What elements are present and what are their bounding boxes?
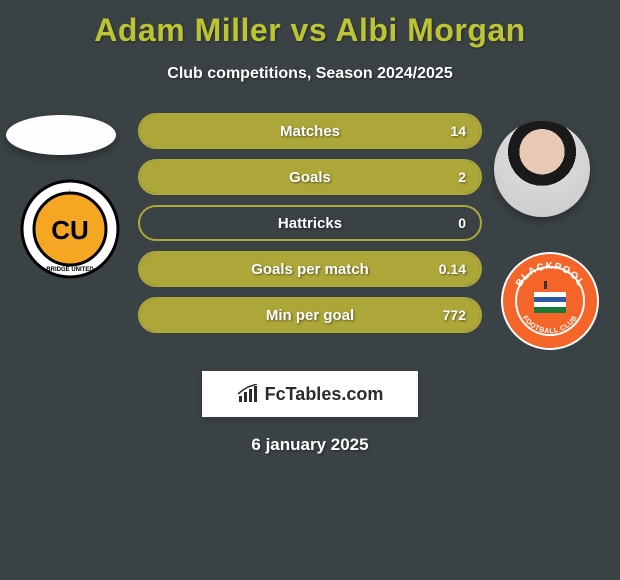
chart-icon [237,384,259,404]
stat-bar-goals: Goals 2 [138,159,482,195]
bar-value-right: 2 [458,169,466,185]
page-title: Adam Miller vs Albi Morgan [0,0,620,49]
subtitle: Club competitions, Season 2024/2025 [0,65,620,83]
bar-label: Min per goal [140,307,480,324]
cambridge-badge-icon: CU · BRIDGE UNITED [20,179,120,279]
date: 6 january 2025 [0,435,620,455]
stats-area: CU · BRIDGE UNITED BLACKPOOL FOOTBALL CL… [0,113,620,353]
watermark: FcTables.com [202,371,418,417]
title-vs: vs [291,12,328,48]
stat-bar-mpg: Min per goal 772 [138,297,482,333]
club-abbrev: CU [51,215,89,245]
player2-avatar [494,121,590,217]
bar-label: Matches [140,123,480,140]
player2-club-badge: BLACKPOOL FOOTBALL CLUB [500,251,600,351]
bar-label: Goals [140,169,480,186]
bar-label: Hattricks [140,215,480,232]
blackpool-badge-icon: BLACKPOOL FOOTBALL CLUB [500,251,600,351]
title-player1: Adam Miller [94,12,281,48]
svg-text:·: · [69,188,71,194]
stat-bar-hattricks: Hattricks 0 [138,205,482,241]
stat-bar-gpm: Goals per match 0.14 [138,251,482,287]
bar-label: Goals per match [140,261,480,278]
player1-avatar [6,115,116,155]
bar-value-right: 14 [450,123,466,139]
bar-value-right: 0 [458,215,466,231]
bar-value-right: 772 [443,307,466,323]
svg-text:BRIDGE UNITED: BRIDGE UNITED [46,267,94,273]
stat-bar-matches: Matches 14 [138,113,482,149]
title-player2: Albi Morgan [335,12,525,48]
watermark-text: FcTables.com [265,384,384,405]
bar-value-right: 0.14 [439,261,466,277]
stat-bars: Matches 14 Goals 2 Hattricks 0 Goals per… [138,113,482,343]
player1-club-badge: CU · BRIDGE UNITED [20,179,120,279]
